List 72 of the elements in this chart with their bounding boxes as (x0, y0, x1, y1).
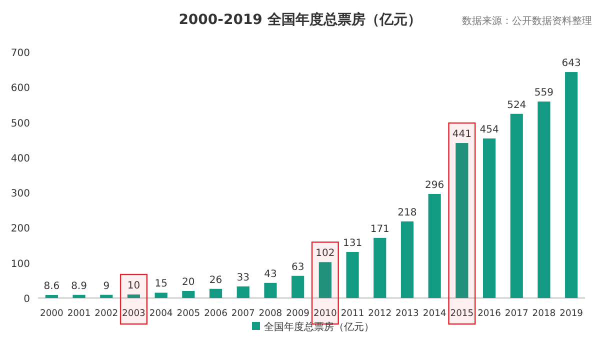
bar (400, 221, 414, 298)
data-label: 441 (452, 129, 472, 140)
bar (428, 194, 441, 298)
bar (456, 143, 468, 298)
data-label: 131 (342, 238, 362, 249)
x-tick-label: 2018 (532, 308, 556, 319)
bar (538, 102, 550, 298)
x-tick-label: 2005 (176, 308, 200, 319)
bar (127, 294, 140, 298)
x-tick-label: 2008 (258, 308, 282, 319)
data-label: 454 (480, 124, 499, 136)
y-tick-label: 200 (10, 224, 30, 235)
data-label: 26 (209, 274, 222, 286)
x-tick-label: 2010 (313, 308, 338, 319)
y-tick-label: 100 (10, 258, 30, 270)
data-label: 33 (236, 272, 250, 284)
data-label: 296 (425, 180, 444, 191)
x-tick-label: 2016 (478, 308, 502, 319)
y-tick-label: 700 (10, 48, 30, 59)
x-tick-label: 2000 (40, 308, 64, 319)
x-tick-label: 2011 (340, 308, 364, 319)
bar (346, 252, 359, 298)
data-label: 9 (103, 280, 110, 292)
x-tick-label: 2012 (368, 308, 392, 319)
chart-title: 2000-2019 全国年度总票房（亿元） (178, 11, 422, 28)
data-label: 63 (291, 262, 304, 273)
x-tick-label: 2014 (422, 308, 446, 319)
x-tick-label: 2017 (504, 308, 528, 319)
x-tick-label: 2001 (67, 308, 91, 319)
data-label: 43 (264, 268, 277, 280)
y-tick-label: 500 (10, 118, 30, 130)
bar (264, 282, 277, 298)
data-label: 20 (182, 276, 195, 288)
bar (374, 238, 386, 298)
bar (72, 294, 86, 298)
y-tick-label: 300 (10, 188, 30, 200)
source-note: 数据来源：公开数据资料整理 (462, 15, 592, 27)
x-tick-label: 2004 (149, 308, 173, 319)
data-label: 559 (534, 88, 554, 99)
bar (510, 114, 523, 298)
y-tick-label: 400 (10, 153, 30, 164)
bar (182, 290, 195, 298)
bar (292, 276, 304, 298)
data-label: 10 (127, 280, 140, 292)
bar (209, 288, 222, 298)
bar (482, 138, 496, 298)
x-tick-label: 2013 (396, 308, 420, 319)
data-label: 643 (562, 58, 581, 70)
data-label: 171 (370, 224, 390, 235)
x-tick-label: 2015 (450, 308, 474, 319)
x-tick-label: 2007 (231, 308, 255, 319)
legend: 全国年度总票房（亿元） (252, 322, 374, 333)
bar (100, 294, 113, 298)
data-label: 15 (154, 278, 168, 290)
data-label: 524 (507, 100, 526, 111)
data-label: 8.9 (71, 280, 87, 292)
x-tick-label: 2006 (204, 308, 228, 319)
bar (45, 294, 58, 298)
data-label: 8.6 (44, 280, 60, 292)
x-tick-label: 2019 (560, 308, 584, 319)
legend-label: 全国年度总票房（亿元） (264, 321, 374, 333)
bar (318, 262, 332, 298)
x-tick-label: 2003 (122, 308, 146, 319)
x-tick-label: 2002 (94, 308, 118, 319)
bar (154, 292, 168, 298)
bar (236, 286, 250, 298)
y-tick-label: 600 (10, 83, 30, 94)
data-label: 218 (398, 207, 417, 218)
x-tick-label: 2009 (286, 308, 310, 319)
y-tick-label: 0 (24, 294, 30, 305)
bar (565, 72, 578, 298)
data-label: 102 (316, 248, 335, 260)
